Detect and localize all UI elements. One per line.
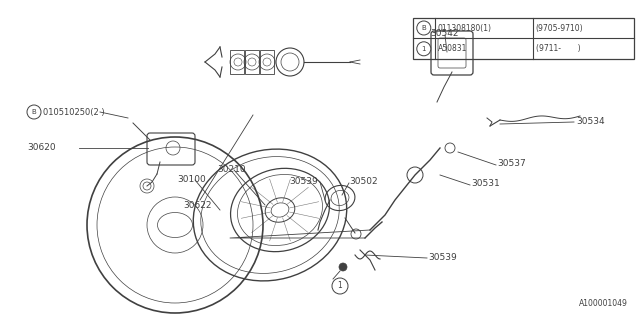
Circle shape [27,105,41,119]
Bar [413,18,634,59]
Circle shape [417,21,431,35]
Text: 010510250(2 ): 010510250(2 ) [43,108,104,116]
Circle shape [332,278,348,294]
Circle shape [417,42,431,56]
Text: 30534: 30534 [576,117,605,126]
Text: A100001049: A100001049 [579,299,628,308]
Text: 1: 1 [338,282,342,291]
Circle shape [339,263,347,271]
Bar [245,50,259,74]
Text: 011308180(1): 011308180(1) [438,23,492,33]
Text: B: B [31,109,36,115]
Bar [230,50,244,74]
Text: 1: 1 [422,46,426,52]
Text: 30539: 30539 [289,177,318,186]
Text: (9705-9710): (9705-9710) [536,23,584,33]
Text: 30537: 30537 [497,158,525,167]
Text: 30502: 30502 [349,178,378,187]
Text: 30539: 30539 [428,253,457,262]
Text: A50831: A50831 [438,44,467,53]
Text: 30620: 30620 [28,143,56,153]
Text: 30210: 30210 [218,165,246,174]
Text: 30542: 30542 [431,28,460,37]
Text: B: B [421,25,426,31]
Text: 30100: 30100 [178,175,206,185]
Text: 30531: 30531 [471,180,500,188]
Text: 30622: 30622 [184,201,212,210]
Text: (9711-       ): (9711- ) [536,44,580,53]
Bar [260,50,274,74]
